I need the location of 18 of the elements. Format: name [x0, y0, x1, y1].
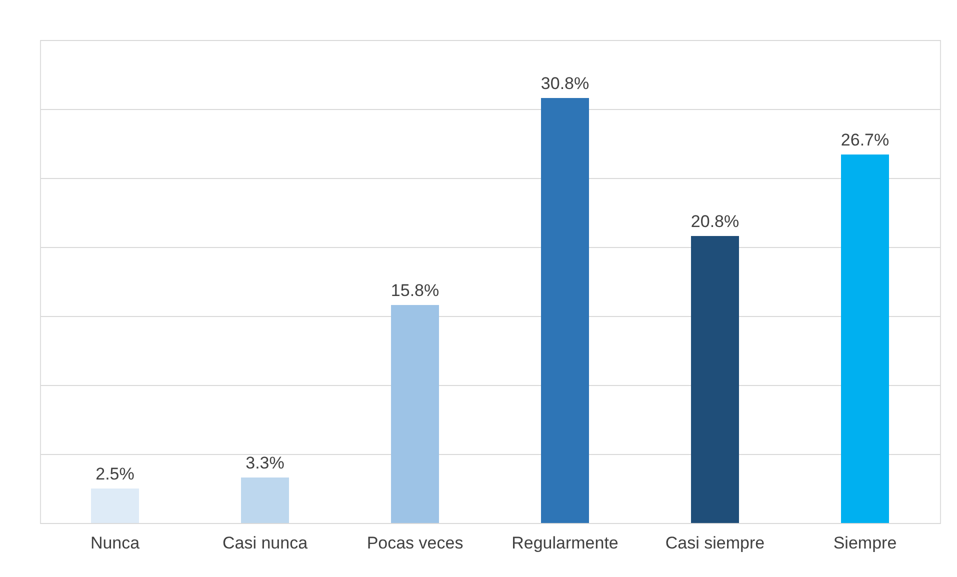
bar: [841, 154, 889, 523]
x-tick-label: Siempre: [833, 534, 897, 552]
x-tick-label: Pocas veces: [366, 534, 464, 552]
bar: [541, 98, 589, 523]
data-label: 26.7%: [840, 130, 890, 150]
data-label: 3.3%: [246, 453, 284, 472]
bar: [691, 236, 739, 523]
bar: [241, 477, 289, 523]
x-tick-label: Nunca: [90, 534, 140, 552]
bar: [391, 304, 439, 523]
x-tick-label: Casi siempre: [665, 534, 765, 552]
data-label: 2.5%: [96, 464, 134, 484]
x-tick-label: Casi nunca: [222, 534, 308, 552]
data-label: 30.8%: [540, 74, 590, 93]
data-label: 15.8%: [390, 280, 440, 300]
data-label: 20.8%: [690, 212, 740, 231]
bar: [91, 488, 139, 523]
x-tick-label: Regularmente: [512, 534, 618, 552]
